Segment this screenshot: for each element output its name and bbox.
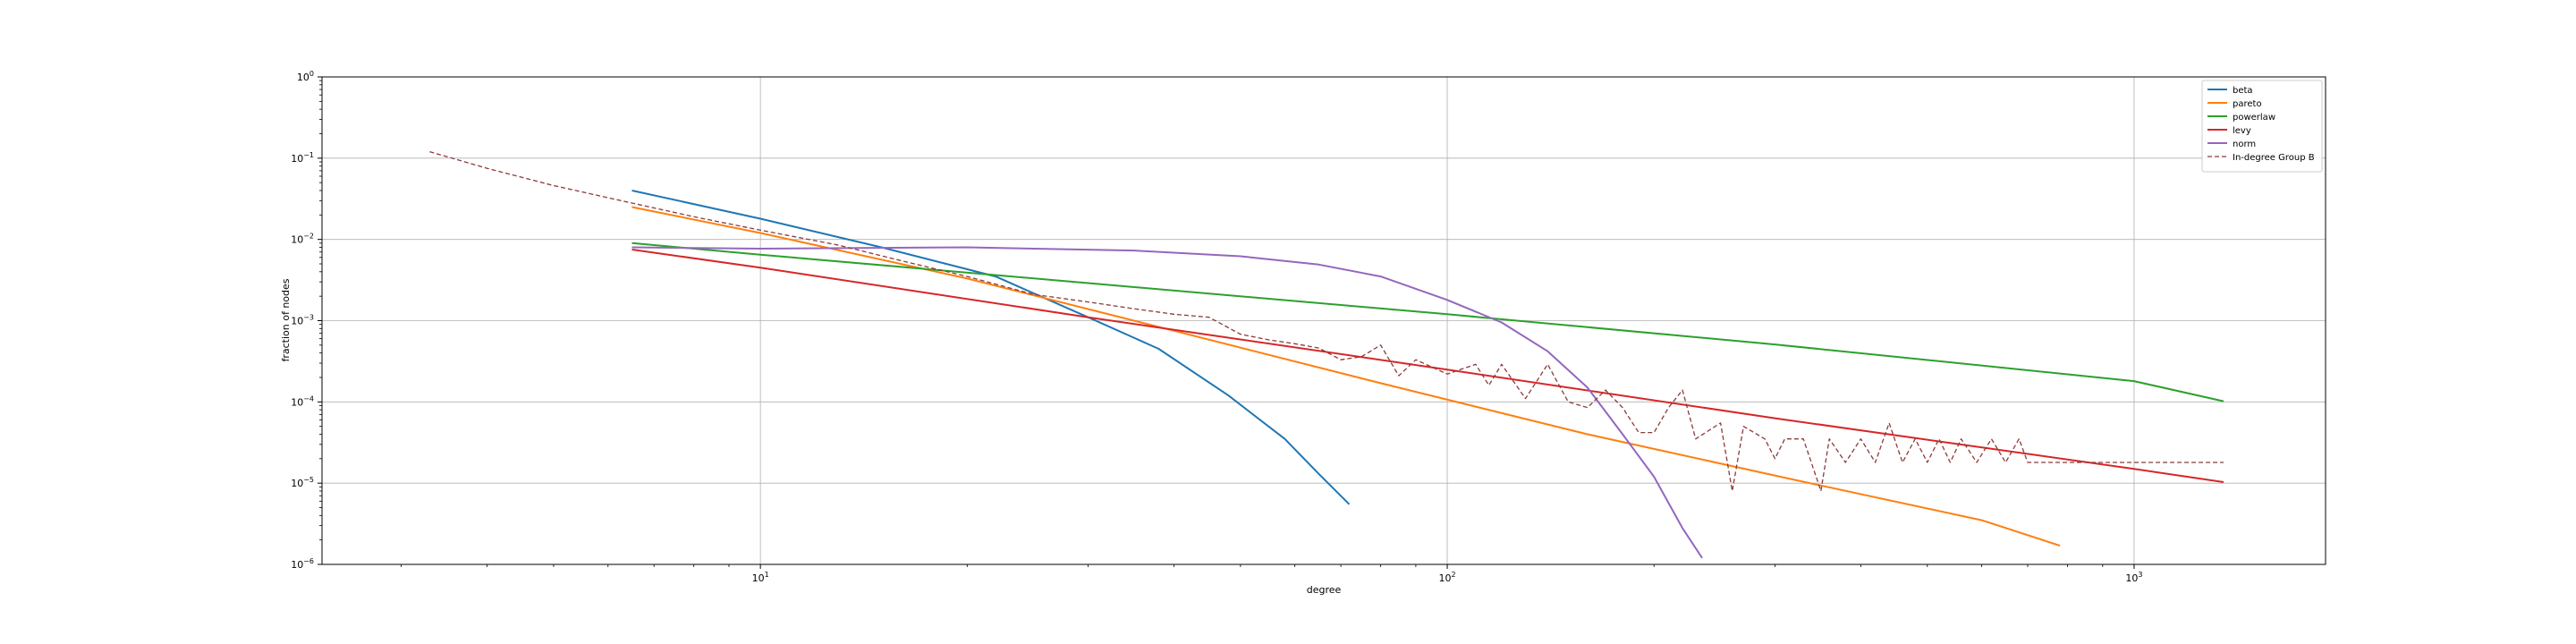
series-line-in-degree-group-b (429, 150, 2224, 492)
y-tick-label: 10−2 (291, 233, 314, 246)
legend-label: beta (2233, 86, 2253, 96)
x-tick-label: 102 (1438, 571, 1455, 584)
y-tick-label: 10−3 (291, 314, 314, 327)
y-tick-label: 100 (297, 70, 314, 83)
series-line-norm (631, 246, 1703, 559)
y-tick-label: 10−4 (291, 394, 314, 408)
legend-label: In-degree Group B (2233, 153, 2315, 163)
x-axis-label: degree (1307, 584, 1342, 596)
axis-ticks: 101 102 103 100 10−1 10−2 10−3 10−4 10−5 10−6 (291, 70, 2142, 584)
grid (322, 76, 2326, 565)
legend: beta pareto powerlaw levy norm In-degree Grou… (2201, 80, 2323, 173)
legend-label: powerlaw (2233, 113, 2275, 123)
x-tick-label: 103 (2125, 571, 2142, 584)
x-tick-label: 101 (752, 571, 769, 584)
y-tick-label: 10−1 (291, 151, 314, 165)
legend-label: levy (2233, 126, 2251, 136)
series-line-powerlaw (631, 242, 2224, 402)
series-line-pareto (631, 206, 2061, 547)
series-line-beta (631, 190, 1351, 505)
legend-label: pareto (2233, 99, 2262, 109)
legend-label: norm (2233, 140, 2256, 149)
y-axis-label: fraction of nodes (280, 278, 292, 361)
y-tick-label: 10−6 (291, 557, 314, 571)
y-tick-label: 10−5 (291, 476, 314, 489)
legend-box (2201, 80, 2323, 173)
series-lines (429, 150, 2224, 559)
series-line-levy (631, 249, 2224, 483)
